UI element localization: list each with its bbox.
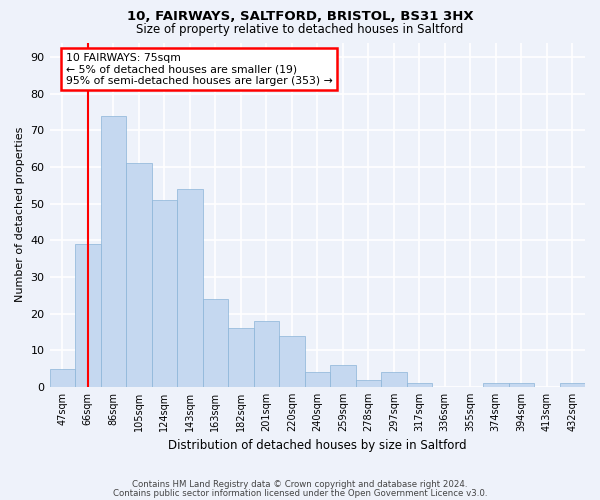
Bar	[407, 384, 432, 387]
Bar	[279, 336, 305, 387]
Bar	[75, 244, 101, 387]
Bar	[152, 200, 177, 387]
Bar	[50, 368, 75, 387]
Text: Size of property relative to detached houses in Saltford: Size of property relative to detached ho…	[136, 22, 464, 36]
Bar	[126, 164, 152, 387]
Bar	[254, 321, 279, 387]
Text: Contains public sector information licensed under the Open Government Licence v3: Contains public sector information licen…	[113, 489, 487, 498]
Bar	[381, 372, 407, 387]
Bar	[560, 384, 585, 387]
Bar	[305, 372, 330, 387]
Bar	[228, 328, 254, 387]
Bar	[483, 384, 509, 387]
Bar	[203, 299, 228, 387]
Bar	[356, 380, 381, 387]
Text: 10, FAIRWAYS, SALTFORD, BRISTOL, BS31 3HX: 10, FAIRWAYS, SALTFORD, BRISTOL, BS31 3H…	[127, 10, 473, 23]
Text: Contains HM Land Registry data © Crown copyright and database right 2024.: Contains HM Land Registry data © Crown c…	[132, 480, 468, 489]
X-axis label: Distribution of detached houses by size in Saltford: Distribution of detached houses by size …	[168, 440, 467, 452]
Bar	[177, 189, 203, 387]
Bar	[101, 116, 126, 387]
Y-axis label: Number of detached properties: Number of detached properties	[15, 127, 25, 302]
Bar	[330, 365, 356, 387]
Bar	[509, 384, 534, 387]
Text: 10 FAIRWAYS: 75sqm
← 5% of detached houses are smaller (19)
95% of semi-detached: 10 FAIRWAYS: 75sqm ← 5% of detached hous…	[65, 53, 332, 86]
